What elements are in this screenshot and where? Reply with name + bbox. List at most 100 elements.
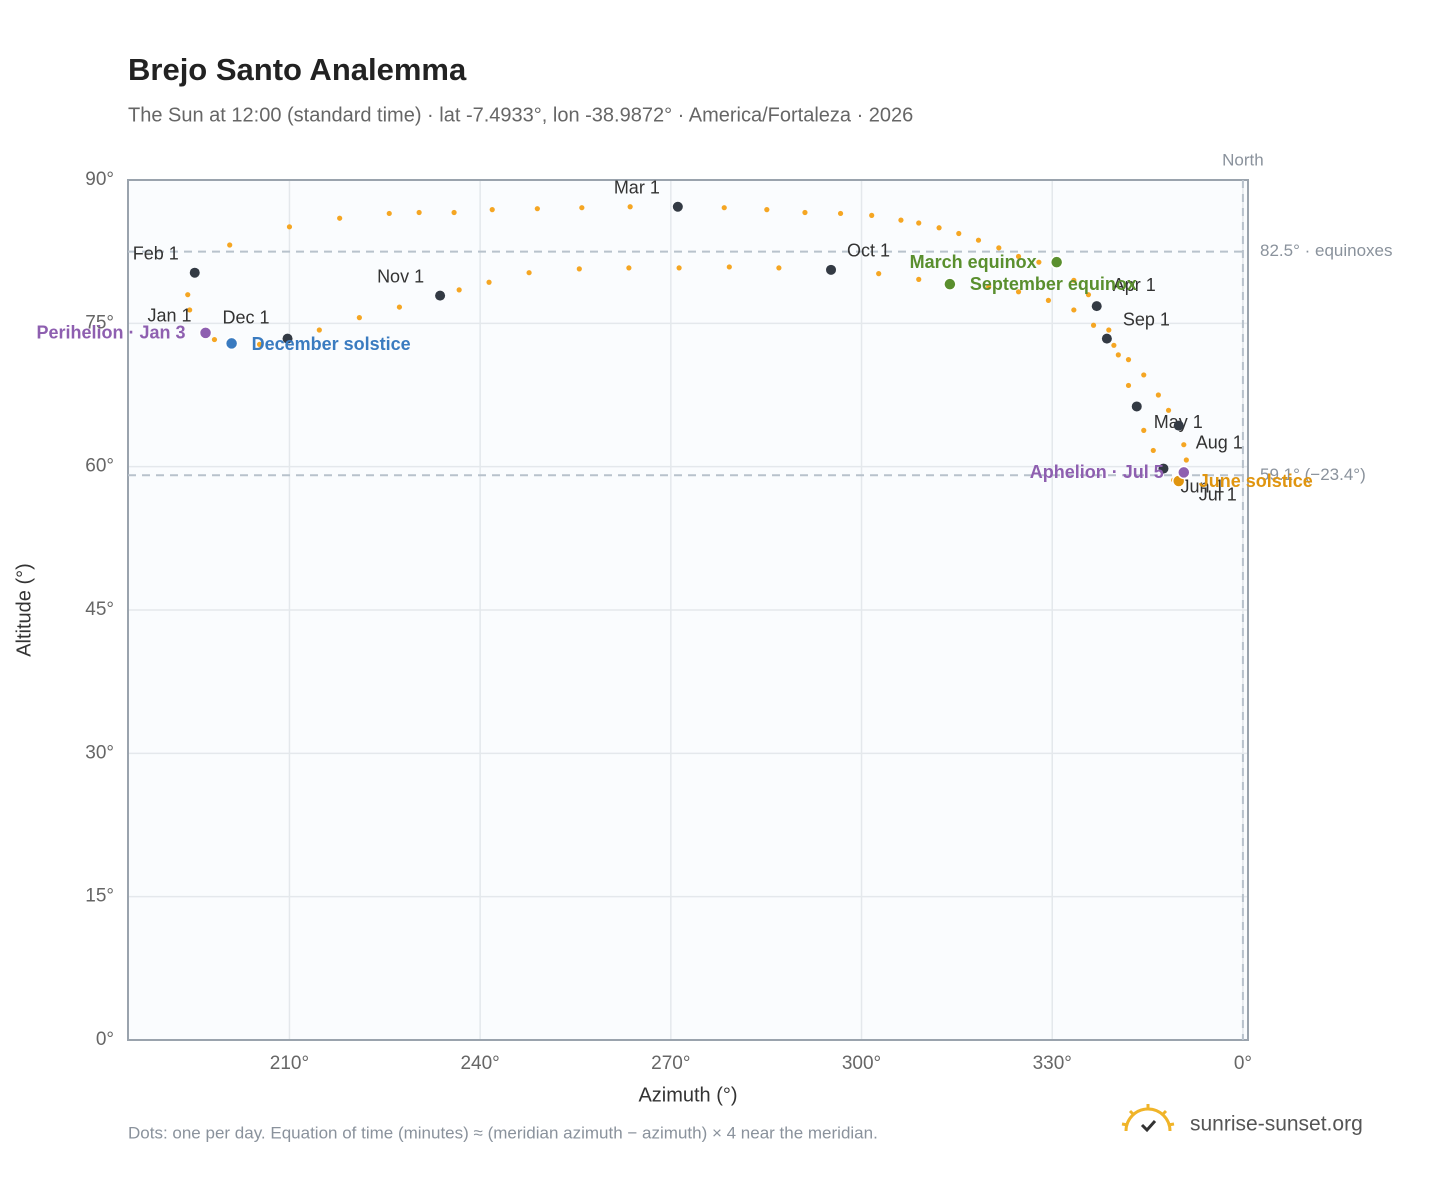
- day-dot: [1045, 297, 1052, 303]
- day-dot: [526, 270, 532, 276]
- day-dot: [396, 304, 403, 310]
- event-marker: [224, 336, 239, 351]
- day-dot: [286, 224, 293, 230]
- day-dot: [726, 264, 732, 270]
- day-dot: [486, 279, 492, 285]
- day-dot: [489, 207, 495, 213]
- event-label: Aphelion · Jul 5: [1030, 462, 1164, 482]
- subtitle: The Sun at 12:00 (standard time) · lat -…: [128, 104, 913, 126]
- day-dot: [626, 265, 632, 271]
- month-marker: [282, 333, 293, 344]
- event-label: March equinox: [910, 252, 1037, 272]
- reference-label: 82.5° · equinoxes: [1260, 241, 1393, 260]
- day-dot: [721, 205, 727, 211]
- day-dot: [627, 204, 633, 210]
- x-tick-label: 210°: [270, 1053, 309, 1074]
- day-dot: [1181, 442, 1187, 448]
- day-dot: [1071, 277, 1077, 283]
- event-marker: [943, 277, 957, 291]
- month-label: Feb 1: [133, 243, 179, 263]
- day-dot: [227, 242, 233, 248]
- brand: sunrise-sunset.org: [1190, 1113, 1363, 1136]
- day-dot: [1165, 407, 1172, 413]
- day-dot: [256, 341, 263, 347]
- day-dot: [1125, 382, 1132, 389]
- x-tick-label: 300°: [842, 1053, 881, 1074]
- month-label: Aug 1: [1196, 432, 1243, 452]
- day-dot: [1141, 427, 1147, 433]
- meridian-label: North: [1222, 150, 1264, 169]
- x-tick-label: 270°: [651, 1053, 690, 1074]
- month-label: Dec 1: [223, 307, 270, 327]
- day-dot: [1111, 342, 1117, 348]
- day-dot: [456, 287, 462, 293]
- brand-logo: [1121, 1104, 1175, 1133]
- day-dot: [1183, 457, 1189, 463]
- day-dot: [579, 205, 585, 211]
- month-marker: [1131, 401, 1142, 412]
- month-label: Oct 1: [847, 241, 890, 261]
- month-marker: [826, 264, 837, 275]
- month-label: Nov 1: [377, 266, 424, 286]
- month-label: Sep 1: [1123, 309, 1170, 329]
- y-tick-label: 0°: [96, 1029, 114, 1050]
- day-dot: [1155, 392, 1161, 398]
- chart-title: Brejo Santo Analemma: [128, 52, 467, 87]
- event-label: June solstice: [1199, 471, 1313, 491]
- month-label: Jan 1: [148, 306, 192, 326]
- month-marker: [1173, 420, 1184, 431]
- month-marker: [189, 267, 200, 278]
- month-marker: [435, 290, 446, 301]
- day-dot: [356, 315, 362, 321]
- day-dot: [676, 265, 682, 271]
- y-tick-label: 45°: [85, 599, 114, 620]
- day-dot: [764, 207, 770, 213]
- day-dot: [185, 292, 191, 298]
- y-tick-label: 60°: [85, 456, 114, 477]
- day-dot: [936, 225, 942, 231]
- day-dot: [898, 217, 904, 223]
- month-marker: [672, 201, 683, 212]
- day-dot: [776, 265, 782, 271]
- day-dot: [975, 237, 982, 243]
- event-label: December solstice: [252, 334, 411, 354]
- x-tick-label: 240°: [460, 1053, 499, 1074]
- y-tick-label: 75°: [85, 312, 114, 333]
- event-marker: [1049, 255, 1064, 269]
- month-label: Mar 1: [614, 178, 660, 198]
- day-dot: [1036, 259, 1042, 265]
- day-dot: [876, 271, 882, 277]
- month-label: Apr 1: [1113, 275, 1156, 295]
- day-dot: [1115, 352, 1121, 358]
- day-dot: [1106, 327, 1112, 333]
- day-dot: [1150, 447, 1156, 454]
- day-dot: [1125, 357, 1132, 363]
- day-dot: [451, 209, 457, 216]
- day-dot: [1085, 292, 1092, 298]
- day-dot: [956, 230, 962, 237]
- day-dot: [316, 327, 322, 333]
- day-dot: [1090, 322, 1097, 328]
- day-dot: [1141, 372, 1147, 378]
- day-dot: [187, 307, 193, 313]
- day-dot: [416, 209, 422, 216]
- y-tick-label: 90°: [85, 169, 114, 190]
- day-dot: [1015, 289, 1022, 295]
- y-tick-label: 30°: [85, 742, 114, 763]
- month-marker: [1091, 301, 1102, 312]
- day-dot: [386, 210, 392, 217]
- day-dot: [916, 276, 922, 282]
- day-dot: [211, 336, 218, 343]
- day-dot: [869, 212, 875, 218]
- event-label: September equinox: [970, 274, 1137, 294]
- day-dot: [576, 266, 582, 272]
- day-dot: [986, 284, 992, 290]
- x-tick-label: 330°: [1033, 1053, 1072, 1074]
- day-dot: [534, 206, 540, 212]
- day-dot: [1015, 253, 1022, 260]
- day-dot: [802, 209, 808, 216]
- x-axis-label: Azimuth (°): [638, 1084, 737, 1106]
- day-dot: [996, 245, 1002, 251]
- footnote: Dots: one per day. Equation of time (min…: [128, 1123, 878, 1142]
